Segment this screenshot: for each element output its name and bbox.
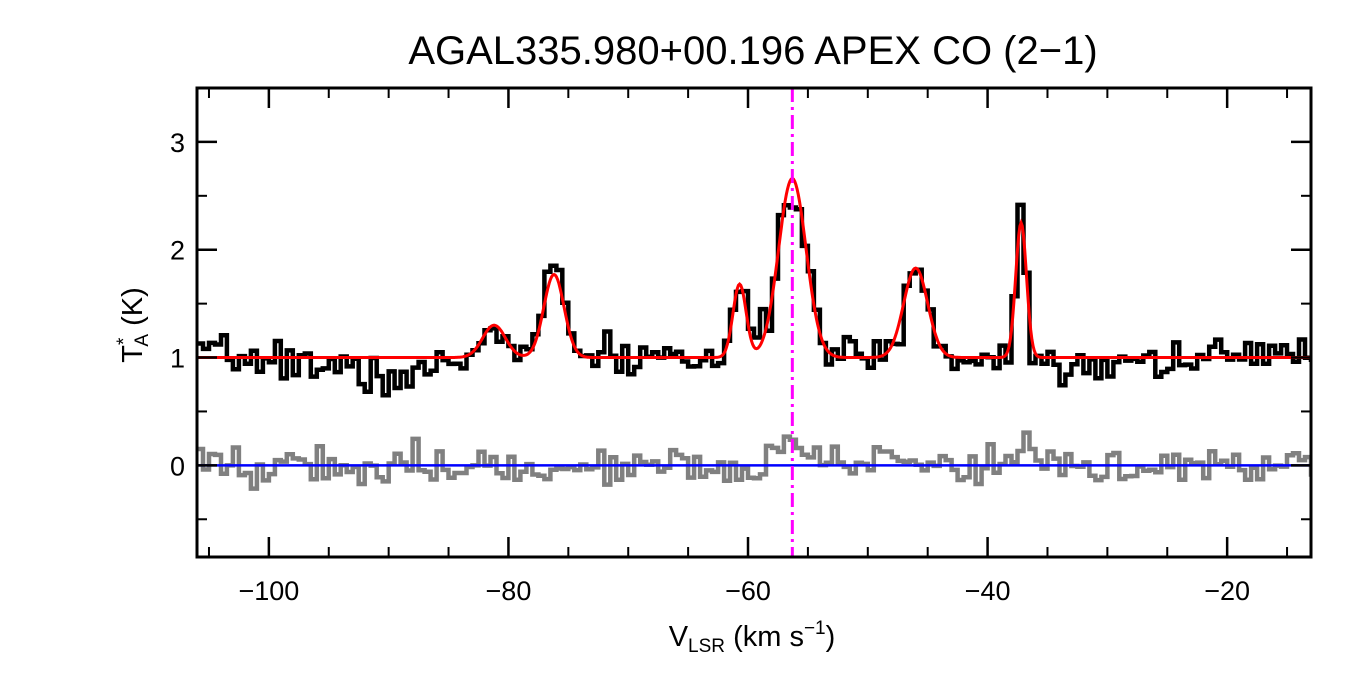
y-tick-label: 2 (170, 236, 185, 266)
x-tick-label: −100 (238, 576, 299, 606)
x-tick-label: −80 (486, 576, 532, 606)
y-axis-label-sup: * (114, 337, 135, 345)
x-axis-label: VLSR (km s−1) (669, 618, 836, 657)
y-axis-label-sub: A (132, 334, 153, 347)
x-axis-label-unit-close: ) (826, 621, 836, 653)
x-axis-label-main: V (669, 621, 689, 653)
y-tick-label: 1 (170, 344, 185, 374)
y-tick-label: 0 (170, 451, 185, 481)
series-residuals (197, 430, 1311, 491)
y-tick-label: 3 (170, 128, 185, 158)
x-tick-label: −40 (965, 576, 1011, 606)
series-gaussian-fit (197, 176, 1311, 359)
y-axis-label: T*A (K) (114, 287, 153, 363)
x-tick-label: −60 (725, 576, 771, 606)
x-axis-label-unit: (km s (725, 621, 804, 653)
y-axis-label-unit: (K) (117, 287, 149, 334)
series-observed-spectrum (197, 202, 1311, 398)
x-axis-label-unit-sup: −1 (804, 618, 826, 639)
y-axis-label-main: T (117, 345, 149, 363)
series-layer (197, 176, 1311, 491)
plot-frame (195, 86, 1313, 559)
axes-layer: −100 −80 −60 −40 −20 0 1 2 3 (170, 86, 1313, 606)
x-axis-label-sub: LSR (688, 636, 725, 657)
chart-title: AGAL335.980+00.196 APEX CO (2−1) (408, 29, 1097, 73)
x-tick-label: −20 (1204, 576, 1250, 606)
